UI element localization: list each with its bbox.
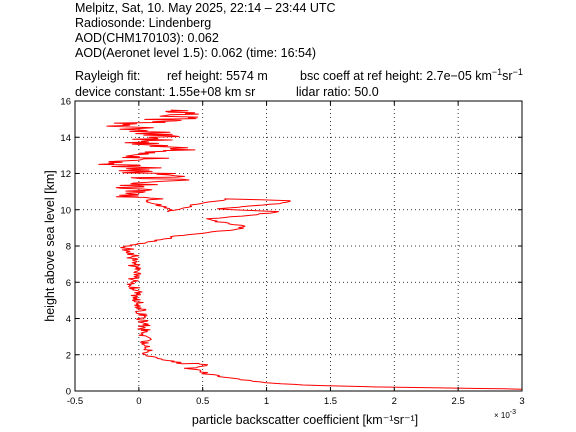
grid-lines [75, 101, 522, 391]
device-constant-value: device constant: 1.55e+08 km sr [75, 85, 255, 99]
lidar-ratio-value: lidar ratio: 50.0 [296, 85, 379, 99]
x-axis-label: particle backscatter coefficient [km⁻¹sr… [192, 413, 418, 427]
x-tick-label: 3 [519, 396, 524, 407]
ref-height-value: ref height: 5574 m [167, 69, 268, 83]
header-line-aod-chm: AOD(CHM170103): 0.062 [75, 31, 219, 45]
bsc-coeff-value: bsc coeff at ref height: 2.7e−05 km−1sr−… [300, 67, 523, 83]
x-tick-label: 1 [264, 396, 269, 407]
y-tick-label: 2 [66, 350, 71, 361]
header-block: Melpitz, Sat, 10. May 2025, 22:14 – 23:4… [75, 1, 523, 99]
x-tick-label: 1.5 [324, 396, 337, 407]
y-tick-label: 14 [60, 133, 71, 144]
y-tick-label: 8 [66, 242, 71, 253]
y-tick-label: 12 [60, 169, 71, 180]
y-tick-label: 6 [66, 278, 71, 289]
header-line-radiosonde: Radiosonde: Lindenberg [75, 16, 211, 30]
y-tick-label: 0 [66, 387, 71, 398]
y-tick-label: 10 [60, 205, 71, 216]
x-tick-label: 2.5 [452, 396, 465, 407]
x-axis-ticks: -0.5 0 0.5 1 1.5 2 2.5 3 [67, 101, 525, 407]
header-line-aod-aeronet: AOD(Aeronet level 1.5): 0.062 (time: 16:… [75, 46, 316, 60]
y-tick-label: 16 [60, 97, 71, 108]
x-tick-label: 0.5 [196, 396, 209, 407]
backscatter-profile-line [98, 109, 522, 390]
data-series [98, 109, 522, 390]
x-axis-multiplier: × 10-3 [494, 409, 516, 420]
x-tick-label: -0.5 [67, 396, 83, 407]
y-tick-label: 4 [66, 314, 71, 325]
rayleigh-fit-label: Rayleigh fit: [75, 69, 140, 83]
y-axis-ticks: 0 2 4 6 8 10 12 14 16 [60, 97, 522, 398]
x-tick-label: 0 [136, 396, 141, 407]
x-tick-label: 2 [392, 396, 397, 407]
y-axis-label: height above sea level [km] [43, 170, 57, 321]
header-line-station: Melpitz, Sat, 10. May 2025, 22:14 – 23:4… [75, 1, 336, 15]
